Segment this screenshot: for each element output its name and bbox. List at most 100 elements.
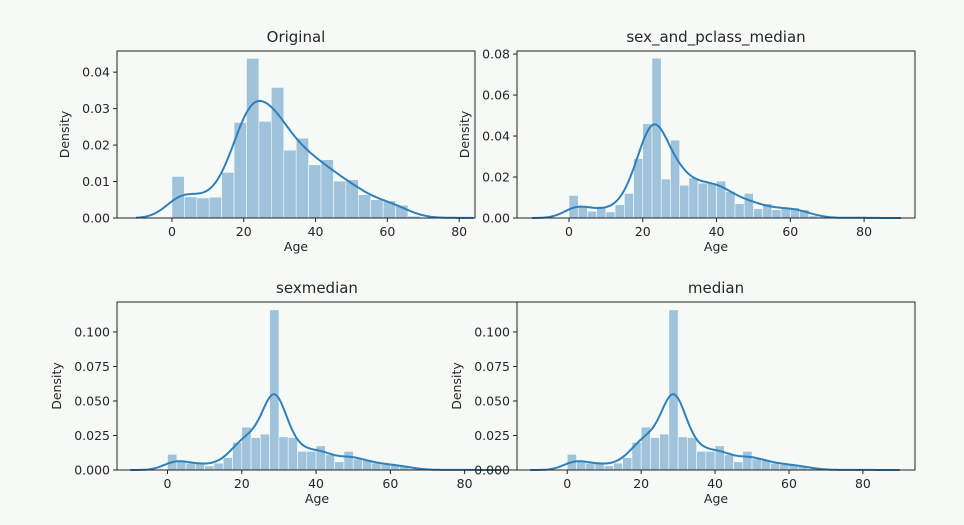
y-tick-label: 0.00 — [82, 211, 110, 226]
histogram-bar — [325, 454, 335, 471]
histogram-bar — [370, 199, 384, 219]
axes-frame — [516, 50, 916, 219]
subplot-title: Original — [267, 28, 326, 46]
y-tick-label: 0.050 — [474, 393, 510, 408]
histogram-bar — [176, 461, 187, 471]
histogram-bar — [250, 437, 261, 471]
x-tick-label: 80 — [457, 476, 473, 491]
histogram-bar — [587, 210, 597, 219]
histogram-bar — [613, 462, 623, 471]
y-axis-label: Density — [449, 362, 464, 410]
y-tick-label: 0.04 — [82, 65, 110, 80]
y-tick-label: 0.075 — [74, 359, 110, 374]
x-tick-label: 40 — [707, 476, 723, 491]
histogram-bar — [707, 182, 717, 219]
x-tick-label: 20 — [234, 476, 250, 491]
histogram-bar — [705, 451, 716, 471]
x-axis-label: Age — [704, 239, 728, 254]
histogram-bar — [742, 451, 753, 471]
x-tick-label: 0 — [563, 476, 571, 491]
histogram-bar — [246, 57, 260, 219]
y-tick-label: 0.06 — [482, 88, 510, 103]
histogram-bar — [185, 462, 196, 471]
x-axis-label: Age — [284, 239, 308, 254]
histogram-bar — [734, 203, 745, 219]
kde-line — [135, 99, 474, 219]
subplot-title: sex_and_pclass_median — [626, 28, 805, 47]
y-tick-label: 0.000 — [474, 463, 510, 478]
subplot-4: 0 20 40 60 800.0000.0250.0500.0750.100median… — [449, 279, 916, 506]
histogram-bar — [371, 462, 382, 471]
histogram-bar — [184, 196, 198, 219]
y-tick-label: 0.100 — [474, 324, 510, 339]
histogram-bar — [333, 180, 347, 219]
x-tick-label: 80 — [855, 476, 871, 491]
histogram-bar — [660, 178, 671, 219]
histogram-bar — [614, 204, 625, 219]
x-tick-label: 20 — [635, 224, 651, 239]
histogram-bar — [271, 87, 285, 219]
histogram-bar — [733, 461, 744, 471]
y-tick-label: 0.100 — [74, 324, 110, 339]
histogram-bar — [624, 193, 634, 219]
histogram-bar — [668, 309, 679, 471]
histogram-bar — [258, 121, 272, 219]
x-tick-label: 80 — [856, 224, 872, 239]
histogram-bar — [269, 309, 280, 471]
histogram-bar — [352, 458, 363, 471]
histogram-bar — [679, 184, 690, 219]
histogram-bar — [779, 464, 790, 471]
x-tick-label: 80 — [451, 224, 467, 239]
y-axis-label: Density — [49, 362, 64, 410]
x-axis-label: Age — [704, 491, 728, 506]
histogram-bar — [650, 437, 660, 471]
histogram-bar — [297, 451, 308, 471]
histogram-bar — [770, 462, 781, 471]
histogram-bar — [287, 437, 298, 471]
histogram-bar — [725, 191, 736, 219]
y-tick-label: 0.025 — [74, 428, 110, 443]
y-tick-label: 0.000 — [74, 463, 110, 478]
histogram-bar — [241, 426, 252, 471]
histogram-bar — [640, 426, 651, 471]
histogram-bar — [585, 462, 596, 471]
histogram-bar — [577, 206, 588, 219]
histogram-bar — [208, 196, 222, 219]
y-tick-label: 0.08 — [482, 47, 510, 62]
y-tick-label: 0.050 — [74, 393, 110, 408]
histogram-bar — [753, 208, 763, 219]
histogram-bar — [576, 461, 587, 471]
histogram-bar — [651, 57, 662, 219]
subplot-2: 0 20 40 60 80 0.00 0.02 0.04 0.06 0.08 sex_and_pcl… — [457, 28, 916, 254]
histogram-bar — [357, 194, 372, 219]
histogram-bar — [687, 437, 697, 471]
histogram-bar — [306, 451, 317, 471]
histogram-bar — [213, 462, 224, 471]
x-tick-label: 60 — [781, 476, 797, 491]
y-tick-label: 0.075 — [474, 359, 510, 374]
y-tick-label: 0.04 — [482, 129, 510, 144]
histogram-bar — [771, 209, 782, 219]
x-tick-label: 0 — [164, 476, 172, 491]
histogram-bar — [260, 433, 270, 471]
x-tick-label: 40 — [308, 224, 324, 239]
histogram-bar — [308, 164, 322, 219]
subplot-title: sexmedian — [276, 279, 358, 297]
y-tick-label: 0.03 — [82, 101, 110, 116]
y-axis-label: Density — [57, 110, 72, 158]
axes-frame — [516, 301, 916, 471]
histogram-bar — [605, 211, 616, 219]
x-tick-label: 60 — [382, 476, 398, 491]
histogram-bar — [221, 172, 235, 219]
histogram-bar — [697, 182, 708, 219]
x-tick-label: 60 — [782, 224, 798, 239]
x-tick-label: 60 — [379, 224, 395, 239]
histogram-bar — [603, 465, 614, 471]
y-tick-label: 0.02 — [82, 138, 110, 153]
y-tick-label: 0.01 — [82, 174, 110, 189]
histogram-bar — [283, 149, 297, 219]
histogram-bar — [334, 461, 345, 471]
x-axis-label: Age — [305, 491, 329, 506]
axes-frame — [116, 50, 476, 219]
